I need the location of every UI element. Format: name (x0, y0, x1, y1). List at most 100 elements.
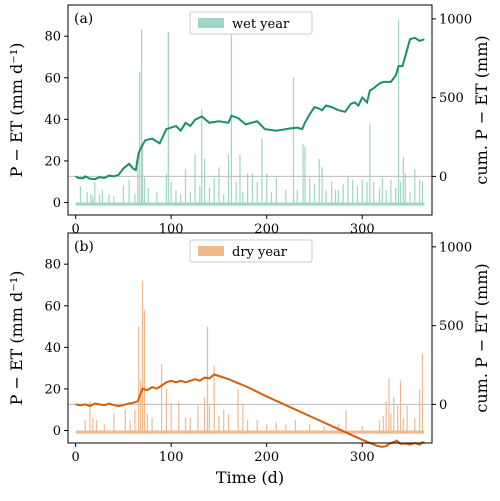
bar (94, 181, 96, 206)
bar (143, 177, 146, 206)
bar (79, 185, 82, 206)
bar (313, 183, 316, 206)
bar-baseline-band (75, 430, 425, 434)
bar (366, 181, 368, 206)
bar (323, 426, 325, 434)
y-right-tick-label: 0 (439, 398, 447, 413)
panel-a-bars (75, 19, 425, 206)
bar (334, 190, 337, 206)
bar (361, 426, 363, 434)
bar (261, 138, 263, 206)
bar (103, 424, 105, 434)
panel-b-ylabel-right: cum. P − ET (mm) (472, 263, 491, 412)
bar (325, 190, 327, 206)
bar (266, 173, 268, 206)
bar (235, 181, 237, 206)
bar (381, 177, 383, 206)
bar (223, 409, 225, 434)
y-left-tick-label: 60 (44, 299, 61, 314)
panel-b-legend-label: dry year (232, 245, 288, 260)
x-tick-label: 200 (254, 450, 279, 465)
bar (204, 158, 206, 206)
bar (347, 175, 349, 206)
bar (270, 192, 273, 206)
bar (227, 154, 230, 206)
bar (90, 194, 92, 206)
bar (137, 156, 139, 206)
bar (147, 187, 149, 206)
bar (165, 173, 168, 206)
bar (124, 409, 126, 434)
x-tick-label: 0 (72, 450, 80, 465)
bar (178, 401, 180, 434)
panel-b-legend-box (189, 239, 313, 263)
bar (86, 192, 88, 206)
bar (204, 397, 206, 434)
bar (399, 380, 402, 434)
bar (418, 388, 421, 434)
bar (143, 309, 146, 434)
bar (227, 413, 230, 434)
bar (184, 418, 187, 434)
bar (421, 353, 424, 434)
bar (242, 192, 244, 206)
bar (151, 418, 153, 434)
panel-a-cumulative-line (75, 36, 425, 181)
bar (318, 158, 320, 206)
bar (342, 183, 344, 206)
bar (378, 187, 381, 206)
bar (129, 420, 131, 434)
bar (208, 405, 210, 434)
panel-a-ylabel-left: P − ET (mm d⁻¹) (7, 43, 26, 178)
x-tick-label: 300 (350, 450, 375, 465)
panel-b-legend-swatch (198, 246, 224, 256)
y-right-tick-label: 500 (439, 319, 464, 334)
bar (113, 196, 115, 206)
bar (331, 181, 333, 206)
bar (197, 405, 199, 434)
panel-a-legend-swatch (198, 18, 224, 28)
bar (421, 181, 424, 206)
bar (352, 179, 354, 206)
bar (251, 173, 253, 206)
panel-a-ticks: 0 100 200 300 0 20 40 60 80 0 500 1000 (44, 12, 472, 237)
bar (309, 424, 311, 434)
y-right-tick-label: 1000 (439, 240, 472, 255)
bar (402, 156, 404, 206)
y-right-tick-label: 500 (439, 91, 464, 106)
bar (409, 192, 411, 206)
x-tick-label: 100 (159, 222, 184, 237)
bar (161, 363, 163, 434)
panel-a-legend: wet year (189, 11, 313, 35)
bar (275, 422, 277, 434)
x-tick-label: 300 (350, 222, 375, 237)
panel-b-cumulative-line (75, 373, 425, 448)
y-right-tick-label: 1000 (439, 12, 472, 27)
bar (414, 169, 416, 206)
bar (108, 194, 110, 206)
bar (189, 418, 191, 434)
bar (122, 185, 125, 206)
bar (397, 405, 399, 434)
bar (399, 181, 402, 206)
bar (397, 19, 400, 206)
y-right-tick-label: 0 (439, 170, 447, 185)
bar (199, 185, 201, 206)
bar (89, 401, 91, 434)
bar (213, 366, 215, 434)
bar (256, 420, 258, 434)
bar (393, 397, 395, 434)
panel-a-legend-label: wet year (232, 17, 290, 32)
bar (213, 177, 215, 206)
bar (201, 108, 203, 206)
bar (237, 388, 239, 434)
bar (247, 173, 249, 206)
panel-b-label: (b) (74, 239, 94, 255)
panel-b-ticks: 0 100 200 300 0 20 40 60 80 0 500 1000 (44, 240, 472, 465)
panel-b-legend: dry year (189, 239, 313, 263)
x-tick-label: 100 (159, 450, 184, 465)
x-tick-label: 0 (72, 222, 80, 237)
bar (275, 177, 277, 206)
bar (194, 154, 196, 206)
bar (167, 32, 169, 206)
